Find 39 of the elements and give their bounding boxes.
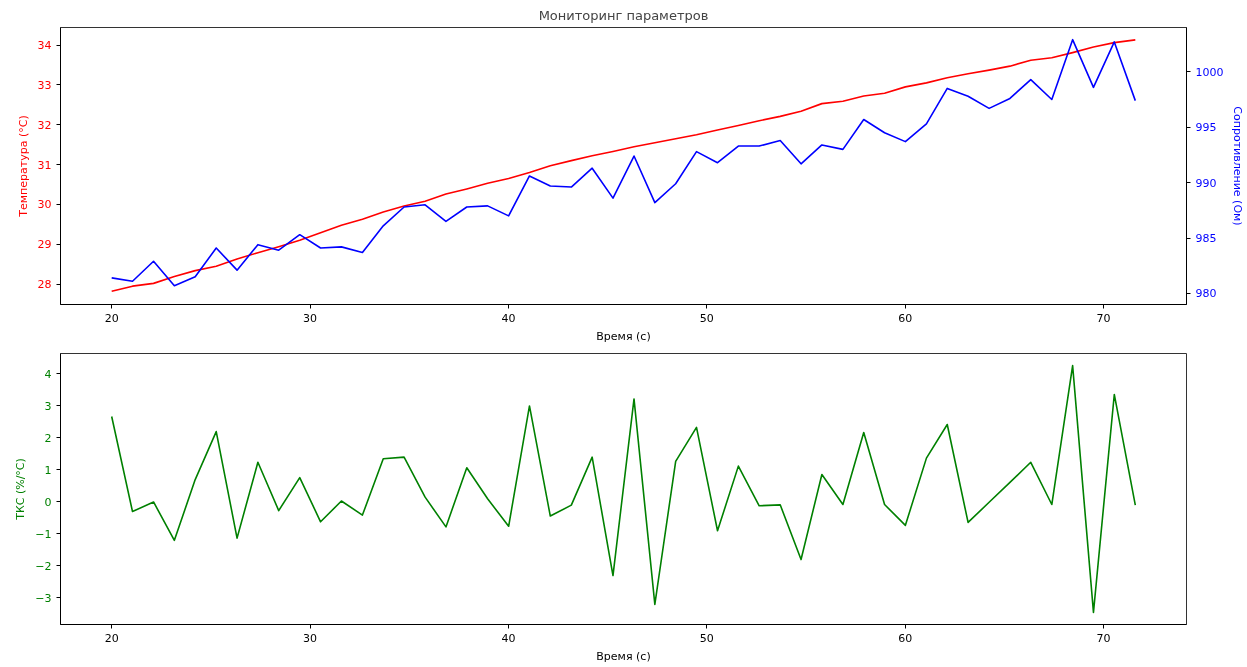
x-tick-label: 70 bbox=[1096, 631, 1111, 645]
x-tick-label: 30 bbox=[303, 311, 318, 325]
y2-tick-label: 980 bbox=[1195, 287, 1217, 301]
x-tick-label: 70 bbox=[1096, 311, 1111, 325]
y-tick-label: 4 bbox=[44, 367, 52, 381]
y-tick-label: 28 bbox=[37, 278, 52, 292]
y-tick-label: 2 bbox=[44, 431, 52, 445]
x-tick-label: 40 bbox=[501, 631, 516, 645]
x-tick-label: 60 bbox=[898, 631, 913, 645]
x-tick-label: 20 bbox=[104, 631, 119, 645]
line-series bbox=[110, 364, 1137, 614]
x-tick-label: 40 bbox=[501, 311, 516, 325]
y-tick-label: 3 bbox=[44, 399, 52, 413]
y-tick-label: 34 bbox=[37, 39, 52, 53]
y-tick-label: 32 bbox=[37, 118, 52, 132]
x-tick-label: 50 bbox=[699, 631, 714, 645]
y-tick-label: 31 bbox=[37, 158, 52, 172]
y-axis-title: ТКС (%/°C) bbox=[14, 458, 28, 521]
y-axis-title: Температура (°C) bbox=[16, 115, 30, 218]
y-tick-label: 0 bbox=[44, 495, 52, 509]
y-tick-label: −3 bbox=[35, 591, 52, 605]
x-tick-label: 20 bbox=[104, 311, 119, 325]
y2-tick-label: 1000 bbox=[1195, 65, 1224, 79]
y-tick-label: 29 bbox=[37, 238, 52, 252]
y-tick-label: −2 bbox=[35, 559, 52, 573]
y2-tick-label: 995 bbox=[1195, 121, 1217, 135]
x-tick-label: 50 bbox=[699, 311, 714, 325]
y2-tick-label: 990 bbox=[1195, 176, 1217, 190]
y-tick-label: 33 bbox=[37, 78, 52, 92]
y-tick-label: 30 bbox=[37, 198, 52, 212]
y2-axis-title: Сопротивление (Ом) bbox=[1231, 106, 1245, 226]
x-tick-label: 30 bbox=[303, 631, 318, 645]
y-tick-label: −1 bbox=[35, 527, 52, 541]
chart-title: Мониторинг параметров bbox=[538, 7, 709, 23]
x-axis-title: Время (с) bbox=[596, 329, 651, 343]
y2-tick-label: 985 bbox=[1195, 232, 1217, 246]
x-tick-label: 60 bbox=[898, 311, 913, 325]
y-tick-label: 1 bbox=[44, 463, 52, 477]
x-axis-title: Время (с) bbox=[596, 649, 651, 663]
